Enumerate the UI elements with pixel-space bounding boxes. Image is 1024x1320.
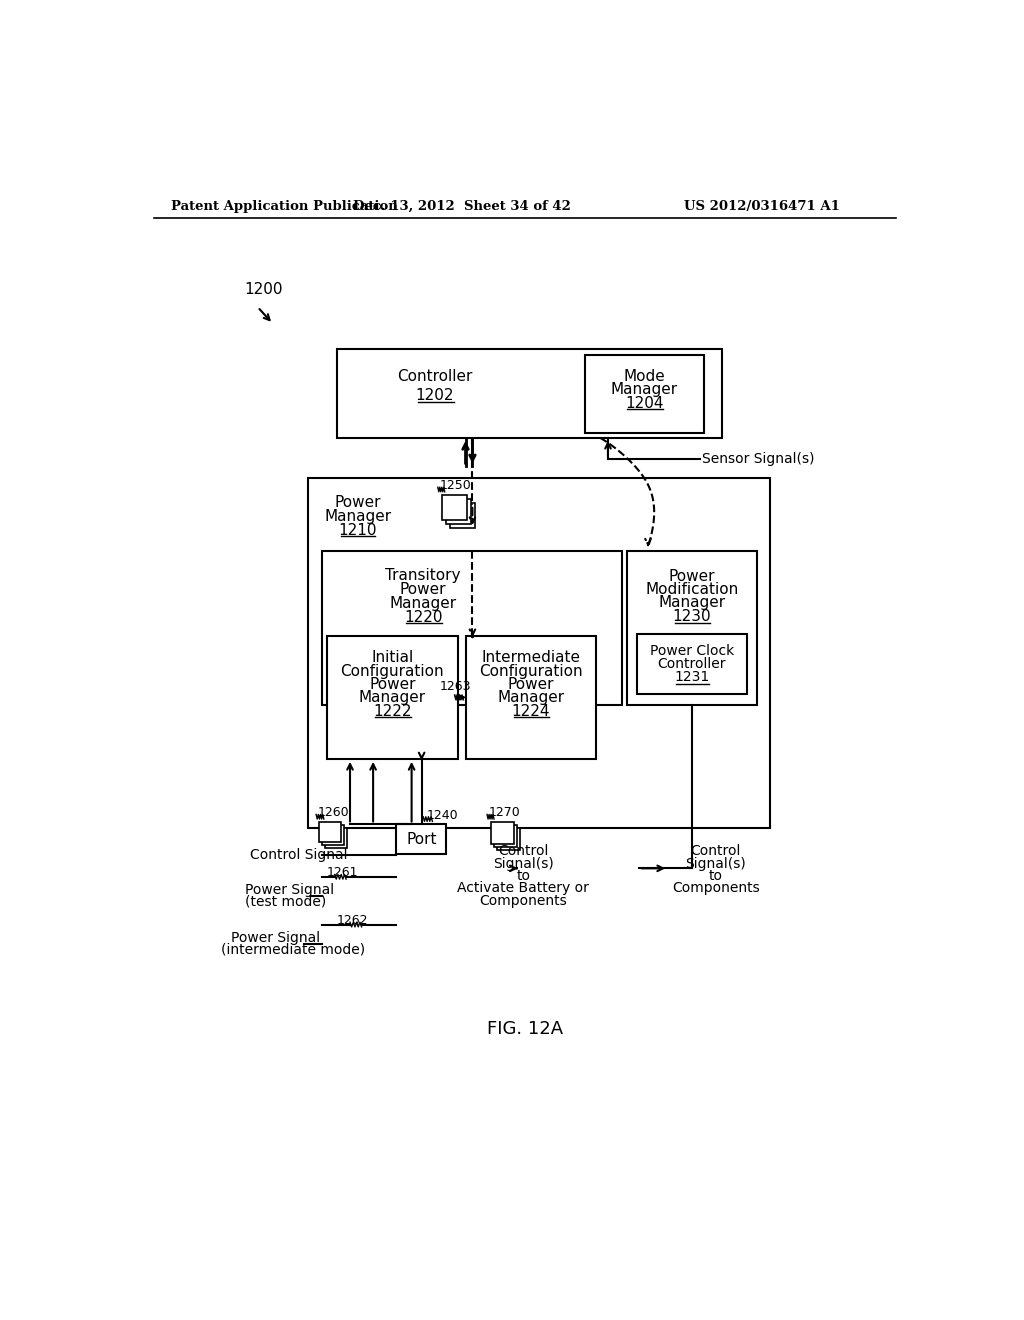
Bar [327,636,458,759]
Text: Patent Application Publication: Patent Application Publication [171,199,397,213]
Text: Power: Power [400,582,446,597]
Text: 1262: 1262 [337,915,369,927]
Text: Power Signal: Power Signal [230,932,319,945]
Text: to: to [516,869,530,883]
Text: Power: Power [508,677,554,692]
Text: Transitory: Transitory [385,568,461,583]
Bar [396,825,446,854]
Bar [326,829,347,849]
Text: 1260: 1260 [317,807,349,820]
Bar [494,825,517,847]
Text: 1222: 1222 [373,704,412,719]
Text: Initial: Initial [372,649,414,665]
Text: Power: Power [669,569,715,583]
Text: Power: Power [335,495,381,510]
Bar [466,636,596,759]
Bar [446,499,471,524]
Text: Mode: Mode [624,368,665,384]
Text: 1200: 1200 [245,281,283,297]
Text: Configuration: Configuration [479,664,583,678]
Text: US 2012/0316471 A1: US 2012/0316471 A1 [684,199,840,213]
Text: Intermediate: Intermediate [481,649,581,665]
Text: 1204: 1204 [625,396,664,411]
Text: Control Signal: Control Signal [250,849,347,862]
Bar [490,822,514,843]
Bar [319,822,341,842]
Text: Power Signal: Power Signal [245,883,334,896]
Text: Power: Power [369,677,416,692]
Text: Signal(s): Signal(s) [493,857,554,871]
Text: Control: Control [498,845,549,858]
Text: 1250: 1250 [440,479,472,492]
Bar [451,503,475,528]
Text: 1261: 1261 [327,866,358,879]
Text: Power Clock: Power Clock [650,644,734,659]
Text: (test mode): (test mode) [245,895,326,908]
Text: 1231: 1231 [674,671,710,684]
Text: Activate Battery or: Activate Battery or [458,882,589,895]
Text: FIG. 12A: FIG. 12A [486,1019,563,1038]
Text: 1210: 1210 [339,523,377,537]
Bar [497,829,520,850]
Text: Dec. 13, 2012  Sheet 34 of 42: Dec. 13, 2012 Sheet 34 of 42 [352,199,570,213]
Text: Control: Control [690,845,741,858]
Text: Manager: Manager [498,690,564,705]
Text: Sensor Signal(s): Sensor Signal(s) [701,451,814,466]
Text: 1220: 1220 [403,610,442,624]
Text: Controller: Controller [397,368,472,384]
Bar [442,495,467,520]
Text: Signal(s): Signal(s) [685,857,746,871]
Text: Manager: Manager [610,381,678,397]
Text: to: to [709,869,723,883]
Text: Manager: Manager [658,595,725,610]
Bar [637,635,748,694]
Text: 1202: 1202 [416,388,454,403]
Text: Configuration: Configuration [341,664,444,678]
Bar [628,552,757,705]
Text: Components: Components [479,894,567,908]
Text: 1224: 1224 [512,704,550,719]
Text: Components: Components [672,882,760,895]
Text: Modification: Modification [645,582,738,597]
Text: Manager: Manager [358,690,426,705]
Text: Controller: Controller [657,657,726,672]
Text: 1263: 1263 [439,680,471,693]
Bar [323,825,344,845]
Text: (intermediate mode): (intermediate mode) [221,942,366,957]
Bar [585,355,705,433]
Text: 1270: 1270 [488,807,520,820]
Bar [322,552,622,705]
Text: Manager: Manager [325,510,391,524]
Text: Port: Port [407,832,437,846]
Text: 1230: 1230 [673,609,712,624]
Bar [337,350,722,438]
Bar [307,478,770,829]
Text: 1240: 1240 [427,809,459,822]
Text: Manager: Manager [389,595,457,611]
